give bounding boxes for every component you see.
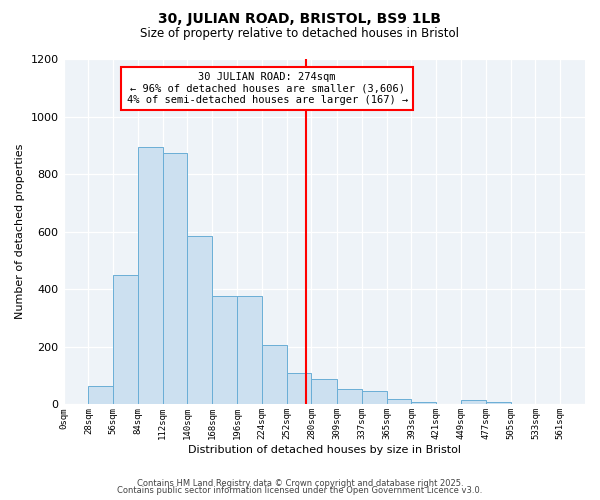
Bar (163, 153, 187, 405)
Text: 30, JULIAN ROAD, BRISTOL, BS9 1LB: 30, JULIAN ROAD, BRISTOL, BS9 1LB (158, 12, 442, 26)
Text: Contains HM Land Registry data © Crown copyright and database right 2025.: Contains HM Land Registry data © Crown c… (137, 478, 463, 488)
Bar (113, 275, 138, 404)
X-axis label: Distribution of detached houses by size in Bristol: Distribution of detached houses by size … (188, 445, 461, 455)
Bar (362, 390, 386, 404)
Bar (461, 400, 486, 404)
Text: Size of property relative to detached houses in Bristol: Size of property relative to detached ho… (140, 28, 460, 40)
Bar (237, 296, 262, 405)
Bar (287, 373, 311, 404)
Bar (138, 148, 163, 404)
Bar (311, 379, 337, 404)
Text: Contains public sector information licensed under the Open Government Licence v3: Contains public sector information licen… (118, 486, 482, 495)
Bar (212, 296, 237, 405)
Bar (88, 386, 113, 404)
Bar (486, 402, 511, 404)
Bar (262, 346, 287, 405)
Bar (187, 236, 212, 404)
Bar (412, 402, 436, 404)
Y-axis label: Number of detached properties: Number of detached properties (15, 144, 25, 320)
Bar (386, 398, 412, 404)
Bar (337, 388, 362, 404)
Text: 30 JULIAN ROAD: 274sqm
← 96% of detached houses are smaller (3,606)
4% of semi-d: 30 JULIAN ROAD: 274sqm ← 96% of detached… (127, 72, 408, 105)
